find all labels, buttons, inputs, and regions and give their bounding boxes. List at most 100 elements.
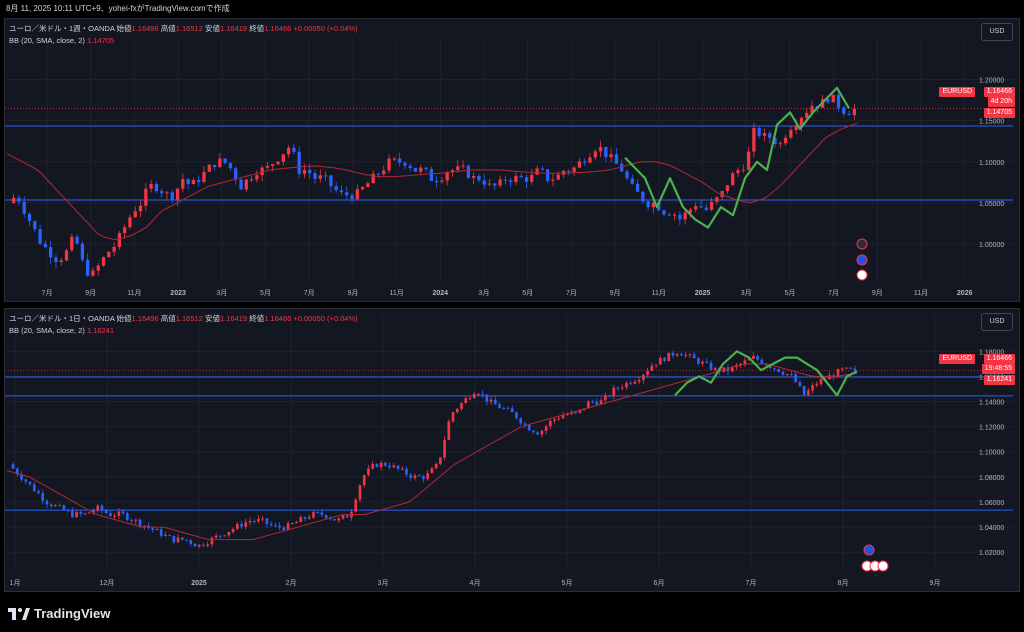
candle-body xyxy=(630,178,634,184)
symbol-line[interactable]: ユーロ／米ドル・1日・OANDA xyxy=(9,314,115,323)
candle-body xyxy=(739,363,742,365)
candle-body xyxy=(113,515,116,517)
bb-indicator-label[interactable]: BB (20, SMA, close, 2) xyxy=(9,36,85,45)
candle-body xyxy=(112,246,116,252)
bb-indicator-value: 1.14705 xyxy=(86,36,115,45)
candle-body xyxy=(62,505,66,511)
candle-body xyxy=(371,463,374,469)
candle-body xyxy=(477,176,481,181)
candle-body xyxy=(223,158,227,163)
candle-body xyxy=(149,184,153,189)
time-axis-label: 5月 xyxy=(784,289,795,297)
candle-body xyxy=(604,146,608,158)
candle-body xyxy=(637,380,641,382)
candle-body xyxy=(91,270,95,276)
candle-body xyxy=(840,368,844,370)
candle-body xyxy=(54,257,58,263)
candle-body xyxy=(244,179,248,190)
candle-body xyxy=(313,173,317,179)
weekly-chart-pane[interactable]: ユーロ／米ドル・1週・OANDA 始値1.16496 高値1.16512 安値1… xyxy=(4,18,1020,302)
close-label: 終値 xyxy=(249,24,265,33)
candle-body xyxy=(667,214,671,216)
symbol-line[interactable]: ユーロ／米ドル・1週・OANDA xyxy=(9,24,115,33)
candle-body xyxy=(485,394,489,402)
candle-body xyxy=(852,108,856,116)
weekly-legend: ユーロ／米ドル・1週・OANDA 始値1.16496 高値1.16512 安値1… xyxy=(9,23,358,47)
time-axis-label: 3月 xyxy=(216,289,227,297)
candle-body xyxy=(345,515,349,518)
daily-chart-pane[interactable]: ユーロ／米ドル・1日・OANDA 始値1.16496 高値1.16512 安値1… xyxy=(4,308,1020,592)
candle-body xyxy=(197,179,201,183)
brand-name: TradingView xyxy=(34,605,111,621)
candle-body xyxy=(675,354,679,356)
candle-body xyxy=(334,186,338,191)
candle-body xyxy=(290,523,294,525)
candle-body xyxy=(540,168,545,170)
candle-body xyxy=(519,175,523,178)
price-axis-label: 1.20000 xyxy=(979,78,1004,85)
candle-body xyxy=(49,504,53,507)
candle-body xyxy=(302,170,307,174)
candle-body xyxy=(138,205,143,212)
candle-body xyxy=(498,404,501,409)
candle-body xyxy=(96,265,100,271)
candle-body xyxy=(144,188,148,206)
candle-body xyxy=(189,540,193,544)
candle-body xyxy=(705,361,709,363)
candle-body xyxy=(186,178,190,185)
candle-body xyxy=(339,190,344,193)
open-value: 1.16496 xyxy=(131,314,159,323)
time-axis-label: 9月 xyxy=(610,289,621,297)
candle-body xyxy=(768,133,772,138)
candle-body xyxy=(430,468,434,474)
candle-body xyxy=(783,137,788,144)
candle-body xyxy=(598,146,603,152)
time-axis-label: 2026 xyxy=(957,290,973,297)
candle-body xyxy=(297,151,301,174)
candle-body xyxy=(842,107,846,114)
low-label: 安値 xyxy=(204,24,220,33)
bb-price-badge: 1.14705 xyxy=(983,108,1015,118)
candle-body xyxy=(802,385,806,395)
candle-body xyxy=(736,170,740,174)
candle-body xyxy=(591,401,594,403)
candle-body xyxy=(271,164,275,166)
currency-button[interactable]: USD xyxy=(981,23,1013,41)
candle-body xyxy=(583,161,587,163)
candle-body xyxy=(175,188,180,200)
candle-body xyxy=(461,165,465,167)
candle-body xyxy=(278,525,281,528)
weekly-candlestick-chart[interactable]: 1.20000 1.15000 1.10000 1.05000 1.00000 7月 9月 1… xyxy=(5,19,1019,301)
candle-body xyxy=(281,154,285,162)
candle-body xyxy=(688,354,692,356)
time-axis-label: 12月 xyxy=(100,579,115,587)
bb-indicator-label[interactable]: BB (20, SMA, close, 2) xyxy=(9,326,85,335)
candle-body xyxy=(692,354,696,359)
high-label: 高値 xyxy=(160,24,176,33)
currency-button[interactable]: USD xyxy=(981,313,1013,331)
candle-body xyxy=(366,183,370,188)
candle-body xyxy=(388,465,391,468)
candle-body xyxy=(66,510,70,512)
time-axis-label: 9月 xyxy=(872,289,883,297)
candle-body xyxy=(197,544,201,547)
daily-candlestick-chart[interactable]: 1.180001.160001.140001.120001.100001.080… xyxy=(5,309,1019,591)
open-label: 始値 xyxy=(116,24,132,33)
candle-body xyxy=(308,170,312,174)
candle-body xyxy=(274,525,277,527)
candle-body xyxy=(128,217,132,228)
candle-body xyxy=(126,513,129,520)
tradingview-brand[interactable]: TradingView xyxy=(8,603,110,623)
countdown-badge: 19:48:55 xyxy=(981,364,1015,374)
candle-body xyxy=(443,439,446,458)
candle-body xyxy=(159,529,163,536)
candle-body xyxy=(519,418,523,424)
candle-body xyxy=(282,527,286,530)
candle-body xyxy=(151,527,155,530)
candle-body xyxy=(75,236,79,244)
time-axis-label: 2024 xyxy=(433,290,449,297)
candle-body xyxy=(553,419,556,421)
candle-body xyxy=(620,163,624,172)
candle-body xyxy=(641,191,645,202)
candle-body xyxy=(316,511,319,513)
